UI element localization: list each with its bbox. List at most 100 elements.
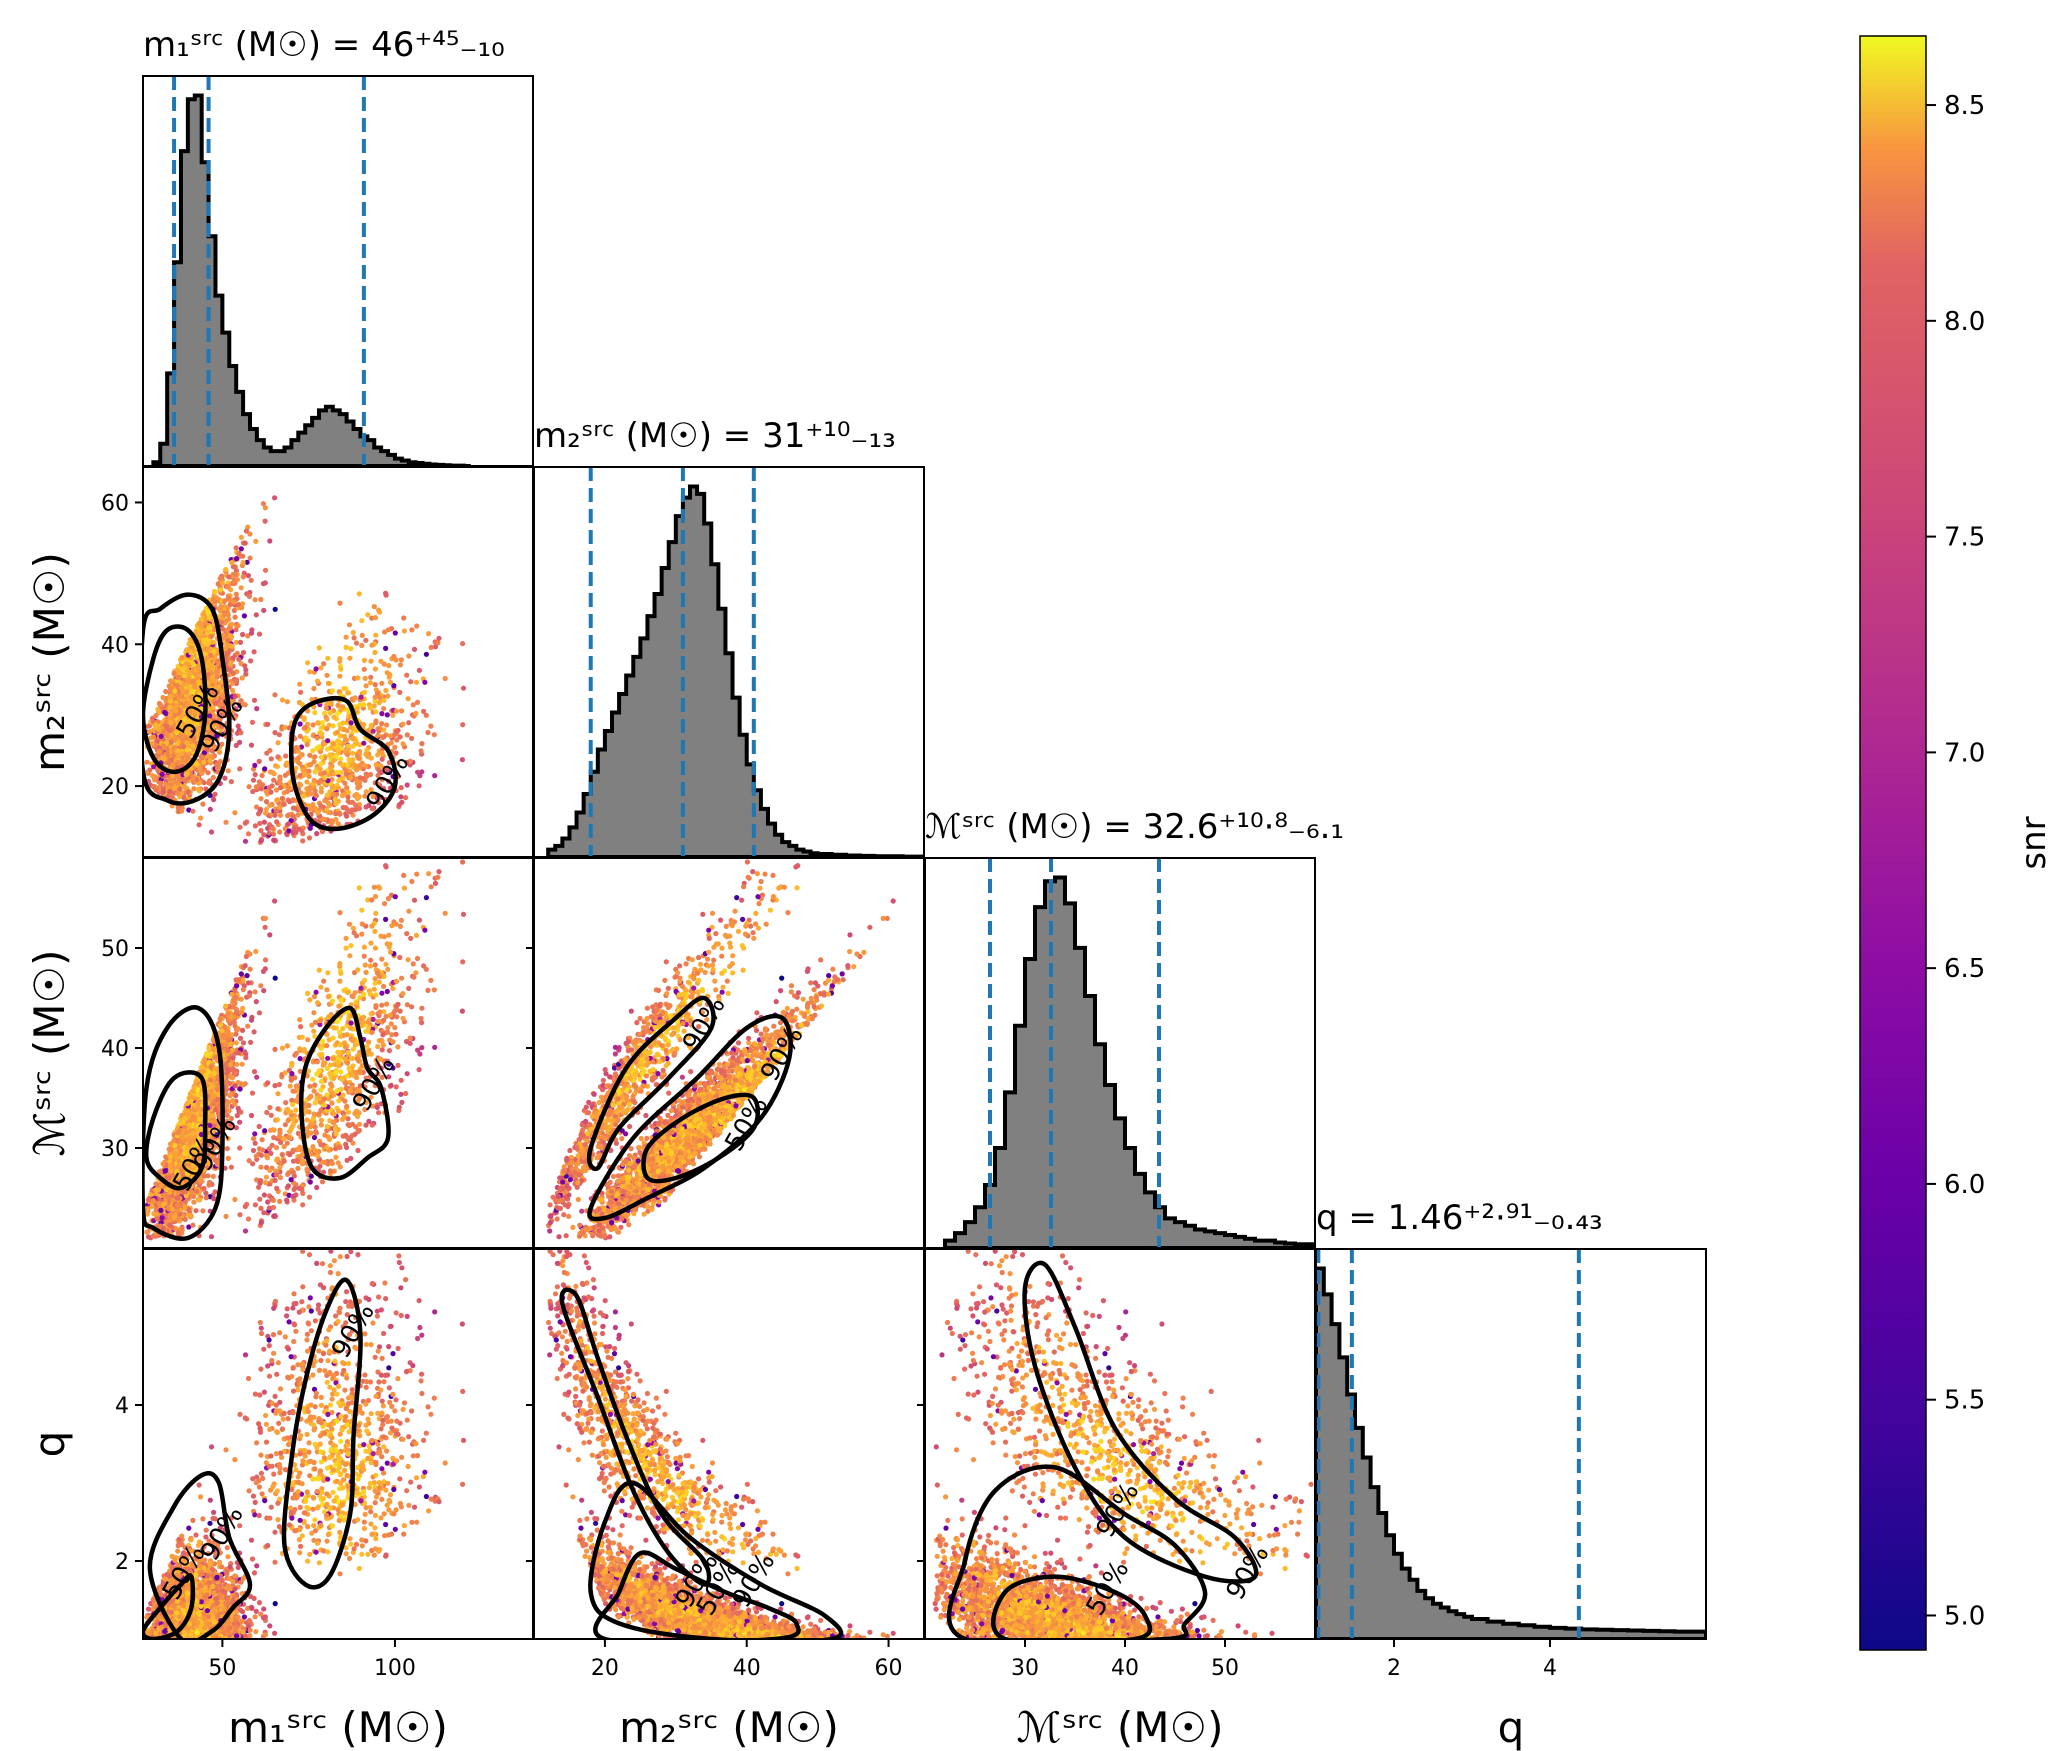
sample-point	[185, 714, 191, 720]
sample-point	[347, 953, 353, 959]
sample-point	[423, 895, 429, 901]
sample-point	[379, 756, 385, 762]
sample-point	[375, 1071, 381, 1077]
sample-point	[179, 686, 185, 692]
sample-point	[262, 518, 268, 524]
sample-point	[168, 739, 174, 745]
sample-point	[390, 986, 396, 992]
sample-point	[175, 790, 181, 797]
sample-point	[365, 612, 371, 618]
sample-point	[247, 555, 253, 561]
sample-point	[331, 758, 337, 764]
sample-point	[436, 869, 442, 875]
sample-point	[324, 726, 330, 732]
sample-point	[243, 528, 249, 534]
sample-point	[416, 1067, 422, 1073]
sample-point	[215, 658, 221, 665]
sample-point	[369, 897, 375, 903]
sample-point	[316, 744, 322, 750]
sample-point	[345, 794, 351, 800]
sample-point	[236, 656, 242, 662]
sample-point	[248, 658, 254, 664]
sample-point	[261, 1210, 267, 1216]
sample-point	[353, 640, 360, 646]
sample-point	[261, 832, 267, 838]
sample-point	[194, 777, 200, 783]
sample-point	[401, 885, 407, 891]
sample-point	[285, 784, 292, 791]
sample-point	[186, 807, 192, 813]
sample-point	[413, 710, 419, 717]
sample-point	[242, 820, 248, 826]
sample-point	[212, 589, 218, 595]
sample-point	[308, 1173, 314, 1179]
sample-point	[164, 732, 170, 738]
sample-point	[356, 591, 362, 597]
sample-point	[302, 724, 308, 731]
sample-point	[197, 765, 203, 771]
sample-point	[258, 786, 264, 792]
panel-title-m2: m₂ˢʳᶜ (M☉) = 31⁺¹⁰₋₁₃	[534, 416, 896, 456]
sample-point	[196, 691, 202, 697]
sample-point	[321, 770, 327, 776]
sample-point	[279, 795, 285, 802]
sample-point	[410, 961, 416, 967]
sample-point	[238, 730, 244, 736]
sample-point	[242, 838, 249, 844]
sample-point	[169, 773, 176, 779]
sample-point	[157, 702, 163, 708]
sample-point	[288, 1077, 294, 1083]
sample-point	[359, 931, 365, 937]
sample-point	[319, 1179, 326, 1185]
sample-point	[357, 995, 363, 1001]
sample-point	[377, 725, 383, 731]
sample-point	[215, 708, 222, 714]
sample-point	[178, 751, 185, 757]
sample-point	[244, 559, 250, 565]
sample-point	[340, 1026, 346, 1032]
sample-point	[196, 620, 202, 627]
sample-point	[361, 657, 367, 664]
sample-point	[368, 658, 374, 664]
sample-point	[145, 723, 151, 729]
sample-point	[263, 810, 269, 816]
sample-point	[381, 734, 387, 740]
y-tick-label: 40	[101, 633, 129, 658]
sample-point	[233, 639, 239, 645]
sample-point	[258, 596, 264, 603]
sample-point	[305, 660, 311, 666]
sample-point	[344, 1060, 351, 1066]
sample-point	[246, 1158, 252, 1164]
sample-point	[226, 574, 232, 580]
sample-point	[252, 823, 258, 829]
sample-point	[262, 580, 268, 586]
sample-point	[297, 1046, 303, 1052]
sample-point	[330, 741, 336, 747]
sample-point	[300, 767, 306, 773]
sample-point	[252, 772, 258, 778]
sample-point	[460, 641, 466, 647]
sample-point	[293, 765, 299, 771]
sample-point	[369, 615, 375, 621]
sample-point	[397, 662, 403, 668]
sample-point	[459, 757, 465, 763]
sample-point	[239, 675, 245, 681]
sample-point	[333, 816, 339, 823]
sample-point	[404, 732, 410, 738]
sample-point	[163, 699, 169, 705]
sample-point	[418, 748, 424, 754]
sample-point	[306, 773, 312, 780]
sample-point	[284, 699, 290, 705]
sample-point	[238, 585, 244, 591]
sample-point	[286, 725, 292, 731]
sample-point	[144, 759, 150, 765]
sample-point	[342, 737, 349, 743]
sample-point	[350, 743, 356, 749]
sample-point	[379, 1047, 385, 1053]
sample-point	[228, 1115, 234, 1122]
sample-point	[416, 783, 422, 789]
sample-point	[312, 710, 318, 716]
sample-point	[226, 616, 232, 622]
sample-point	[392, 744, 398, 751]
sample-point	[357, 763, 363, 770]
